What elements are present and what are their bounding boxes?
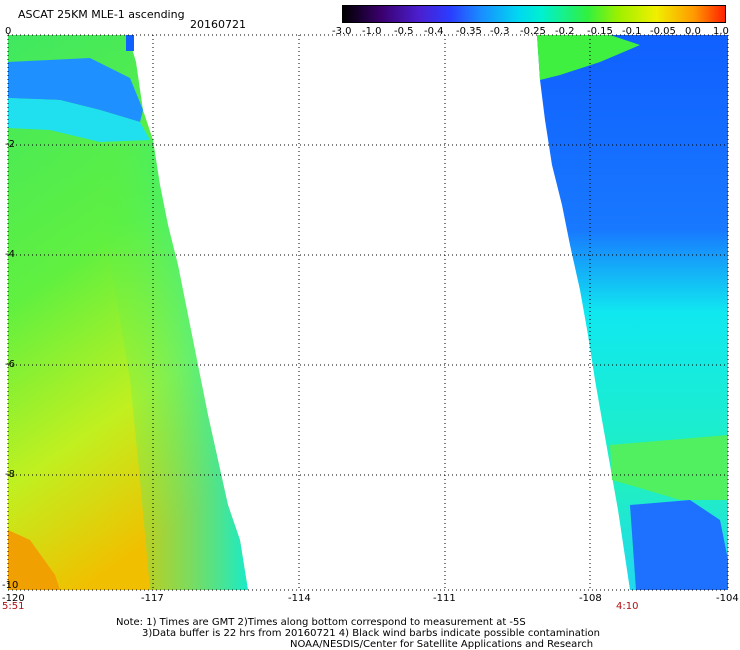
colorbar-label: 0.0 [685,26,701,37]
time-label-right: 4:10 [616,601,638,610]
colorbar-label: -0.15 [587,26,613,37]
product-date: 20160721 [190,18,246,31]
colorbar-label: -0.3 [490,26,510,37]
note-line-3: NOAA/NESDIS/Center for Satellite Applica… [290,639,594,650]
colorbar-label: -3.0 [332,26,352,37]
y-tick-label: -4 [5,249,15,260]
left-swath-blue-spot [126,35,134,51]
y-tick-label: 0 [5,26,11,37]
right-swath-green-top [537,35,640,80]
left-swath-orange [8,530,60,590]
map-grid [7,34,729,591]
wind-map: 0 -2 -4 -6 -8 -10 -120 -117 -114 -111 -1… [2,26,739,610]
right-swath-green-band [610,435,728,500]
colorbar-labels: -3.0 -1.0 -0.5 -0.4 -0.35 -0.3 -0.25 -0.… [330,26,740,38]
colorbar-label: -1.0 [362,26,382,37]
colorbar-label: -0.1 [622,26,642,37]
x-tick-label: -117 [141,593,164,604]
y-tick-label: -10 [2,580,18,591]
colorbar [342,5,726,23]
colorbar-label: -0.35 [456,26,482,37]
left-swath-blue-band [8,58,143,122]
colorbar-label: -0.25 [520,26,546,37]
colorbar-label: 1.0 [713,26,729,37]
x-tick-label: -108 [579,593,602,604]
time-label-left: 5:51 [2,601,24,610]
right-swath-blue-patch [630,500,728,590]
x-tick-label: -111 [433,593,456,604]
footer-note: Note: 1) Times are GMT 2)Times along bot… [116,617,600,650]
x-tick-label: -114 [288,593,311,604]
y-tick-label: -8 [5,469,15,480]
y-tick-label: -6 [5,359,15,370]
x-tick-label: -104 [716,593,739,604]
note-line-1: Note: 1) Times are GMT 2)Times along bot… [116,617,526,628]
colorbar-label: -0.4 [424,26,444,37]
colorbar-label: -0.05 [650,26,676,37]
left-swath-cyan-band [8,98,150,142]
product-title: ASCAT 25KM MLE-1 ascending [18,8,185,21]
note-line-2: 3)Data buffer is 22 hrs from 20160721 4)… [142,628,600,639]
x-tick-label: -120 [2,593,25,604]
y-tick-label: -2 [5,139,15,150]
colorbar-label: -0.2 [555,26,575,37]
colorbar-label: -0.5 [394,26,414,37]
